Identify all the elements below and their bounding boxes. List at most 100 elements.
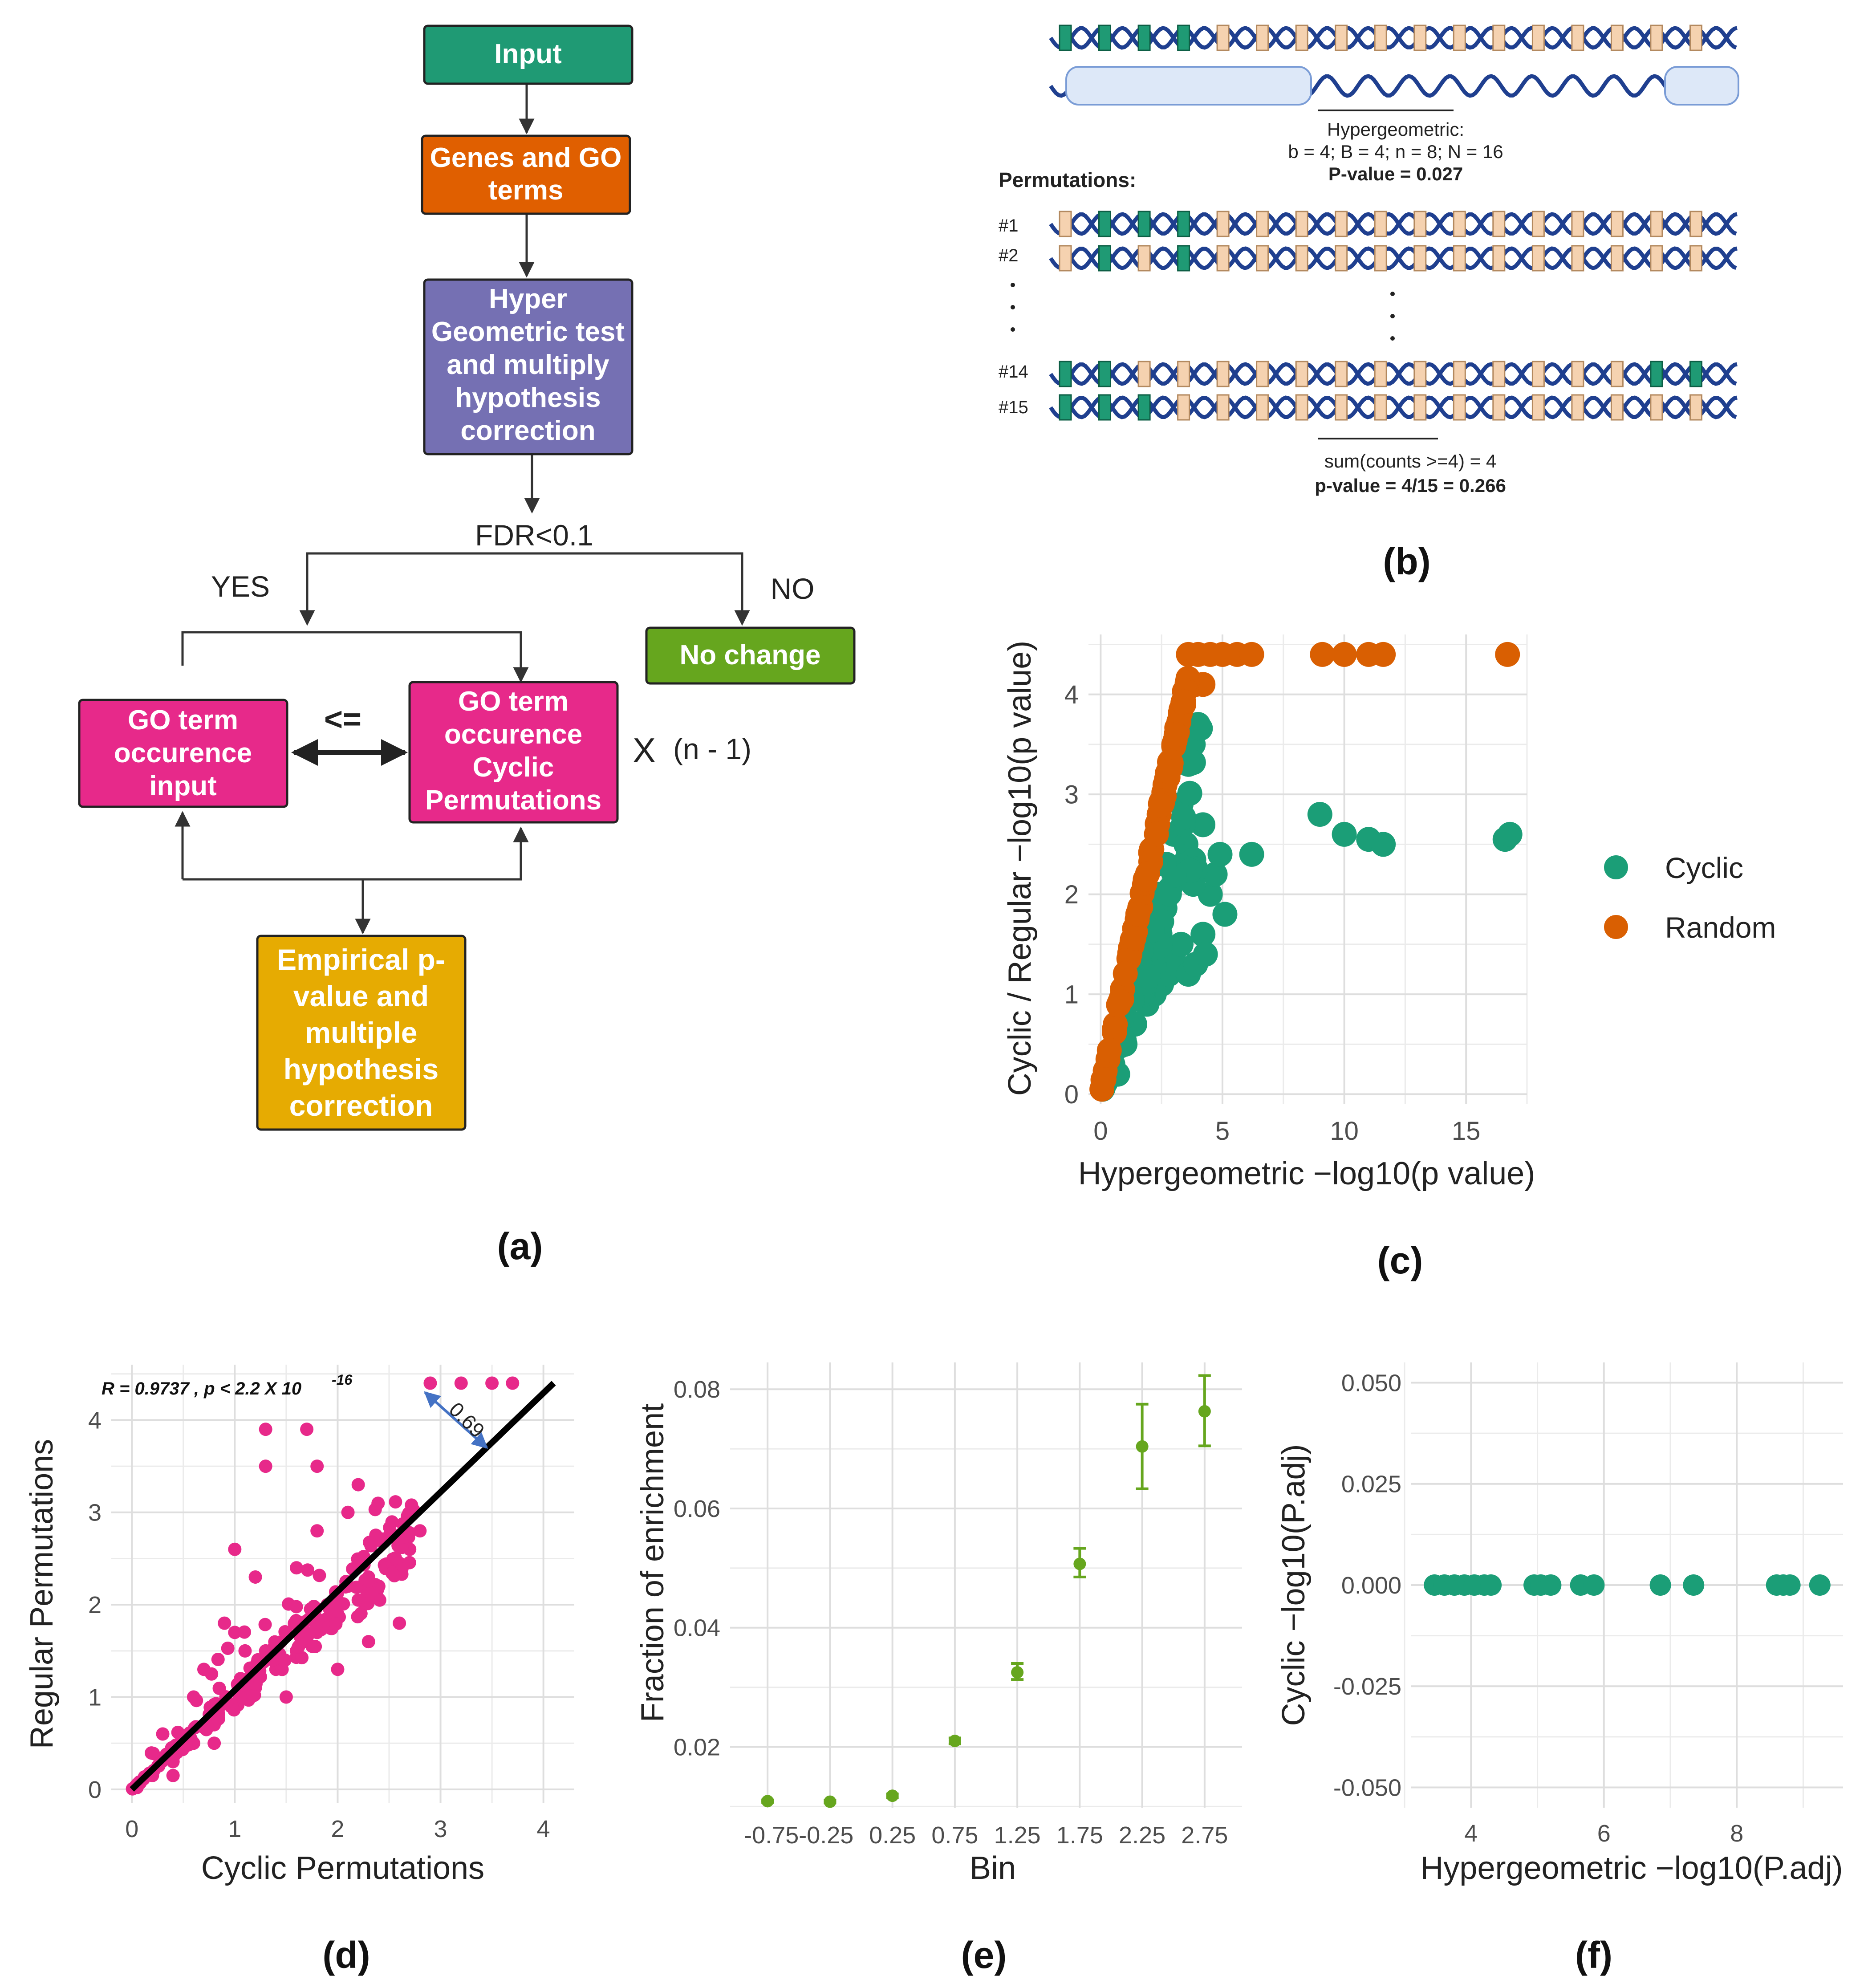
go-gene-marker bbox=[1651, 362, 1662, 386]
go-term-point bbox=[259, 1618, 272, 1631]
gene-marker bbox=[1454, 211, 1465, 236]
gene-marker bbox=[1296, 211, 1308, 236]
x-tick-label: 10 bbox=[1330, 1117, 1359, 1146]
hyper-label: Hypergeometric: bbox=[1327, 119, 1464, 140]
panel-a-flowchart: Input Genes and GO terms Hyper Geometric… bbox=[79, 26, 854, 1267]
go-gene-marker bbox=[1138, 25, 1150, 50]
y-tick-label: 0 bbox=[88, 1777, 102, 1803]
cyclic-point bbox=[1136, 964, 1161, 989]
bound-region-right bbox=[1665, 67, 1738, 105]
y-tick-label: 0.025 bbox=[1341, 1471, 1401, 1498]
gene-marker bbox=[1138, 362, 1150, 386]
gene-marker bbox=[1217, 25, 1229, 50]
enrichment-point bbox=[886, 1789, 899, 1802]
hyper-line-1: Hyper bbox=[489, 284, 567, 314]
ellipsis-dots bbox=[1011, 283, 1395, 341]
gene-marker bbox=[1375, 211, 1386, 236]
f-tick-labels: 4 6 80.0500.0250.000-0.025-0.050 bbox=[1333, 1370, 1743, 1847]
cyclic-point bbox=[1332, 822, 1357, 847]
e-xlabel: Bin bbox=[970, 1850, 1016, 1886]
go-term-point bbox=[228, 1543, 241, 1556]
go-term-point bbox=[292, 1640, 305, 1654]
panel-f-scatter: 4 6 8 0.050 0.025 0.000 -0.025 -0.050 Hypergeom… bbox=[1276, 1362, 1843, 1976]
gene-marker bbox=[1532, 25, 1544, 50]
go-term-input-box: GO term occurence input bbox=[79, 700, 287, 807]
go-gene-marker bbox=[1099, 246, 1111, 271]
panel-b-schematic: Hypergeometric: b = 4; B = 4; n = 8; N =… bbox=[999, 25, 1738, 582]
go-term-point bbox=[310, 1459, 324, 1473]
gene-marker bbox=[1257, 211, 1268, 236]
legend-label-random: Random bbox=[1665, 911, 1776, 944]
go-term-point bbox=[313, 1569, 326, 1582]
gene-marker bbox=[1375, 395, 1386, 420]
gene-marker bbox=[1414, 211, 1426, 236]
go-term-point bbox=[1583, 1574, 1604, 1596]
gene-marker bbox=[1532, 211, 1544, 236]
random-point bbox=[1332, 642, 1357, 667]
go-term-point bbox=[290, 1600, 303, 1614]
enrichment-point bbox=[949, 1735, 961, 1747]
hypergeometric-box: Hyper Geometric test and multiply hypoth… bbox=[424, 280, 632, 454]
panel-e-errorbars: 0.020.040.060.08-0.75-0.25 0.25 0.75 1.25 1.… bbox=[635, 1362, 1242, 1976]
cyclic-point bbox=[1371, 832, 1396, 857]
go-gene-marker bbox=[1060, 395, 1071, 420]
gene-marker bbox=[1375, 246, 1386, 271]
random-point bbox=[1495, 642, 1520, 667]
go-term-cyclic-box: GO term occurence Cyclic Permutations bbox=[410, 682, 617, 822]
caption-e: (e) bbox=[961, 1934, 1007, 1976]
x-tick-label: 0.75 bbox=[931, 1822, 978, 1849]
cyclic-point bbox=[1171, 805, 1196, 829]
empirical-line-3: multiple bbox=[305, 1016, 417, 1049]
gene-marker bbox=[1178, 395, 1190, 420]
gene-marker bbox=[1336, 25, 1347, 50]
f-xlabel: Hypergeometric −log10(P.adj) bbox=[1420, 1850, 1843, 1886]
gene-marker bbox=[1414, 362, 1426, 386]
go-term-point bbox=[238, 1644, 252, 1658]
d-points bbox=[126, 1376, 520, 1795]
go-term-point bbox=[331, 1663, 344, 1676]
go-gene-marker bbox=[1099, 362, 1111, 386]
go-term-point bbox=[341, 1506, 355, 1519]
go-gene-marker bbox=[1099, 395, 1111, 420]
y-tick-label: 0.02 bbox=[674, 1734, 720, 1760]
go-term-point bbox=[1480, 1574, 1502, 1596]
gene-marker bbox=[1690, 211, 1702, 236]
go-term-point bbox=[300, 1423, 313, 1436]
perm-label-1: #1 bbox=[999, 216, 1019, 236]
y-tick-label: 0.050 bbox=[1341, 1370, 1401, 1396]
gene-marker bbox=[1217, 395, 1229, 420]
empirical-box: Empirical p- value and multiple hypothes… bbox=[257, 936, 465, 1130]
e-ylabel: Fraction of enrichment bbox=[635, 1403, 670, 1722]
go-term-point bbox=[156, 1727, 170, 1740]
random-point bbox=[1371, 642, 1396, 667]
d-xlabel: Cyclic Permutations bbox=[201, 1850, 484, 1886]
x-tick-label: 2.75 bbox=[1181, 1822, 1228, 1849]
go-gene-marker bbox=[1138, 395, 1150, 420]
x-tick-label: 2.25 bbox=[1119, 1822, 1165, 1849]
less-equal-label: <= bbox=[324, 702, 361, 737]
gene-marker bbox=[1336, 246, 1347, 271]
go-term-point bbox=[1683, 1574, 1704, 1596]
x-tick-label: 1.75 bbox=[1056, 1822, 1103, 1849]
x-tick-label: 0 bbox=[125, 1816, 138, 1842]
x-tick-label: 5 bbox=[1215, 1117, 1230, 1146]
go-gene-marker bbox=[1060, 25, 1071, 50]
go-gene-marker bbox=[1099, 211, 1111, 236]
y-tick-label: 0 bbox=[1064, 1080, 1079, 1109]
hyper-line-5: correction bbox=[460, 415, 595, 446]
gene-marker bbox=[1217, 246, 1229, 271]
cyclic-point bbox=[1193, 942, 1218, 967]
go-term-point bbox=[190, 1694, 203, 1707]
gene-marker bbox=[1336, 395, 1347, 420]
gene-marker bbox=[1414, 395, 1426, 420]
go-term-point bbox=[1540, 1574, 1561, 1596]
gene-marker bbox=[1178, 362, 1190, 386]
random-point bbox=[1125, 902, 1150, 927]
y-tick-label: 0.04 bbox=[674, 1615, 720, 1642]
x-tick-label: 3 bbox=[434, 1816, 447, 1842]
bound-region-strand bbox=[1051, 67, 1738, 105]
gene-marker bbox=[1532, 246, 1544, 271]
e-points bbox=[761, 1375, 1211, 1808]
random-point bbox=[1091, 1067, 1116, 1092]
x-tick-label: 8 bbox=[1730, 1820, 1743, 1847]
